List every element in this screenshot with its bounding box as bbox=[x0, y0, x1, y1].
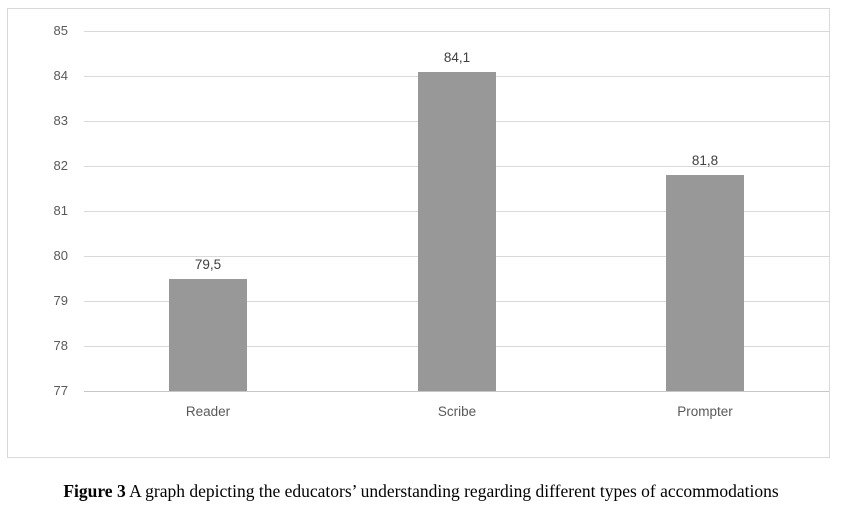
x-axis-line bbox=[84, 391, 829, 392]
y-axis-tick-label: 80 bbox=[53, 248, 68, 263]
figure-caption: Figure 3 A graph depicting the educators… bbox=[0, 481, 842, 502]
y-axis-tick-label: 85 bbox=[53, 23, 68, 38]
bar-scribe bbox=[418, 72, 496, 391]
bar-prompter bbox=[666, 175, 744, 391]
data-label-reader: 79,5 bbox=[194, 257, 222, 272]
y-axis-tick-label: 77 bbox=[53, 383, 68, 398]
y-axis-tick-label: 84 bbox=[53, 68, 68, 83]
category-label-scribe: Scribe bbox=[437, 404, 477, 419]
data-label-prompter: 81,8 bbox=[691, 153, 719, 168]
y-axis-tick-label: 83 bbox=[53, 113, 68, 128]
gridline bbox=[84, 31, 829, 32]
figure-number: Figure 3 bbox=[63, 481, 126, 501]
y-axis-tick-label: 79 bbox=[53, 293, 68, 308]
y-axis-tick-label: 81 bbox=[53, 203, 68, 218]
caption-text: A graph depicting the educators’ underst… bbox=[125, 481, 779, 501]
category-label-reader: Reader bbox=[185, 404, 231, 419]
category-label-prompter: Prompter bbox=[677, 404, 733, 419]
y-axis-tick-label: 82 bbox=[53, 158, 68, 173]
y-axis-tick-label: 78 bbox=[53, 338, 68, 353]
data-label-scribe: 84,1 bbox=[443, 50, 471, 65]
bar-reader bbox=[169, 279, 247, 391]
bar-chart: 77 78 79 80 81 82 83 84 85 79,5 Reader 84,1 Scribe 81… bbox=[7, 8, 830, 458]
